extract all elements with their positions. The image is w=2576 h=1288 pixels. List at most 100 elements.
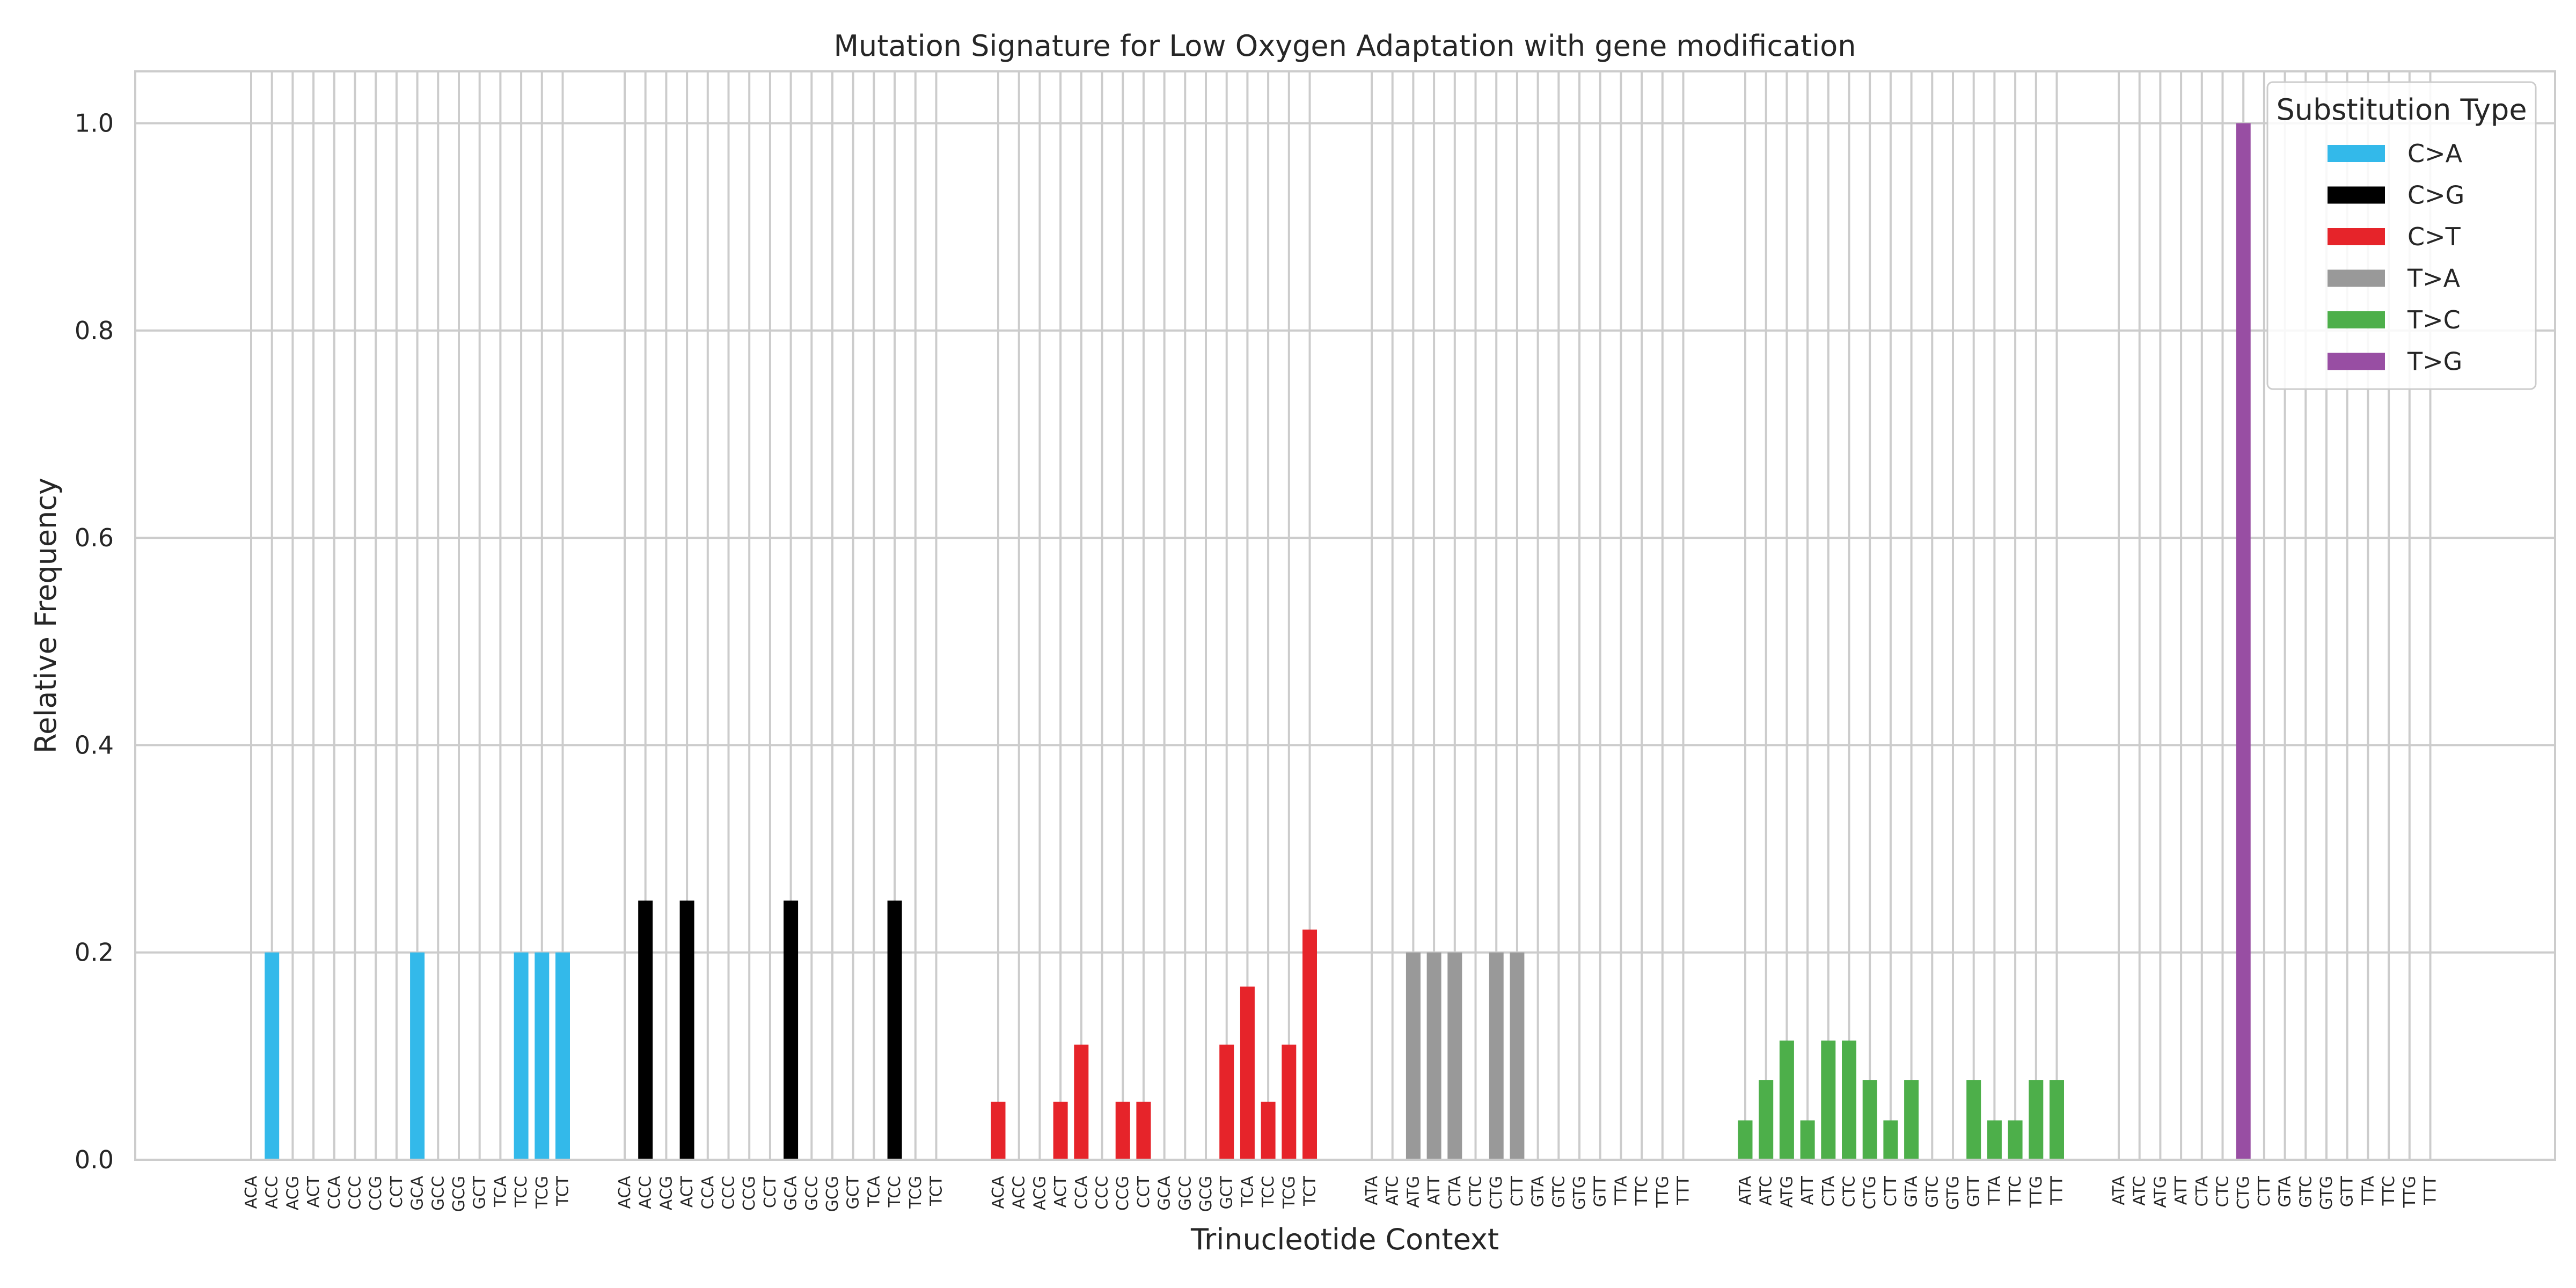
x-tick-label: GCA	[782, 1176, 801, 1211]
x-tick-label: CCT	[1135, 1175, 1153, 1208]
x-tick-label: ACA	[989, 1176, 1008, 1209]
chart-title: Mutation Signature for Low Oxygen Adapta…	[833, 29, 1856, 63]
x-tick-label: GCT	[471, 1175, 489, 1209]
x-tick-label: GCG	[1197, 1176, 1216, 1212]
bar-T-to-C-CTG	[1862, 1080, 1877, 1160]
bar-C-to-G-ACC	[638, 901, 653, 1160]
x-tick-label: CTC	[2214, 1176, 2233, 1207]
x-tick-label: GCA	[1155, 1176, 1174, 1211]
y-axis-label: Relative Frequency	[29, 478, 63, 753]
x-tick-label: CCA	[325, 1176, 344, 1210]
x-tick-label: TCG	[533, 1176, 552, 1209]
x-tick-label: CTT	[1882, 1175, 1900, 1206]
x-tick-label: GTG	[1570, 1176, 1589, 1210]
bar-T-to-C-ATA	[1738, 1120, 1753, 1160]
x-tick-label: GCG	[823, 1176, 842, 1212]
legend-label: T>G	[2407, 347, 2462, 376]
y-axis-ticks: 0.0 0.2 0.4 0.6 0.8 1.0	[75, 109, 114, 1174]
x-tick-label: GTA	[1529, 1176, 1548, 1208]
x-tick-label: ACG	[1030, 1176, 1049, 1210]
bar-C-to-T-CCA	[1074, 1044, 1089, 1160]
x-tick-label: CCC	[346, 1176, 365, 1210]
bar-C-to-T-CCG	[1115, 1101, 1130, 1160]
y-tick-label: 0.6	[75, 523, 114, 552]
x-tick-label: TCT	[1301, 1175, 1320, 1206]
bar-T-to-C-TTT	[2050, 1080, 2064, 1160]
x-tick-label: ATG	[2151, 1176, 2170, 1208]
x-tick-label: TCC	[1259, 1176, 1278, 1208]
bar-T-to-A-ATT	[1426, 952, 1441, 1160]
x-tick-label: ATC	[1757, 1176, 1776, 1206]
x-tick-label: TTT	[2421, 1175, 2440, 1205]
x-tick-label: CTA	[1819, 1176, 1838, 1207]
bar-C-to-T-TCT	[1302, 930, 1317, 1160]
x-tick-label: CCG	[740, 1176, 759, 1211]
x-tick-label: ATT	[1798, 1175, 1817, 1205]
x-tick-label: CTC	[1840, 1176, 1859, 1207]
x-tick-label: GCC	[429, 1176, 448, 1211]
legend-swatch	[2328, 353, 2385, 370]
legend-swatch	[2328, 311, 2385, 328]
x-axis-ticks: ACA ACC ACG ACT CCA CCC CCG CCT GCA GCC GCG GCT TCA T…	[242, 1175, 2440, 1212]
bar-C-to-T-TCG	[1282, 1044, 1297, 1160]
y-tick-label: 0.0	[75, 1145, 114, 1174]
x-tick-label: GCT	[844, 1175, 863, 1209]
x-tick-label: ATA	[2110, 1176, 2128, 1205]
x-tick-label: TTG	[2027, 1176, 2046, 1208]
x-tick-label: ATA	[1736, 1176, 1755, 1205]
legend-box	[2266, 81, 2537, 390]
legend-label: T>C	[2407, 305, 2461, 334]
legend-label: C>A	[2407, 139, 2463, 168]
x-tick-label: TTT	[2048, 1175, 2067, 1205]
y-tick-label: 0.8	[75, 316, 114, 345]
x-tick-label: TCA	[491, 1176, 510, 1208]
x-tick-label: ATG	[1404, 1176, 1423, 1208]
x-tick-label: ATC	[2131, 1176, 2149, 1206]
legend-title: Substitution Type	[2276, 93, 2527, 127]
x-tick-label: CTC	[1467, 1176, 1485, 1207]
bar-layer	[265, 123, 2251, 1160]
x-tick-label: TCC	[885, 1176, 904, 1208]
x-tick-label: TTC	[2006, 1176, 2025, 1206]
x-tick-label: CTG	[2234, 1176, 2253, 1210]
x-tick-label: ACT	[678, 1175, 697, 1208]
bar-T-to-A-CTA	[1447, 952, 1462, 1160]
y-tick-label: 1.0	[75, 109, 114, 138]
x-tick-label: TCA	[1238, 1176, 1257, 1208]
x-tick-label: TCG	[906, 1176, 925, 1209]
legend-label: T>A	[2407, 264, 2461, 293]
x-tick-label: CCC	[1093, 1176, 1112, 1210]
x-tick-label: GTT	[1591, 1175, 1610, 1207]
x-axis-label: Trinucleotide Context	[1190, 1223, 1499, 1256]
x-tick-label: TCT	[927, 1175, 946, 1206]
x-tick-label: CTG	[1487, 1176, 1506, 1210]
x-tick-label: CCA	[699, 1176, 718, 1210]
bar-T-to-A-CTG	[1489, 952, 1504, 1160]
x-tick-label: CTG	[1861, 1176, 1879, 1210]
bar-T-to-C-CTT	[1883, 1120, 1898, 1160]
x-tick-label: CCT	[761, 1175, 780, 1208]
bar-C-to-G-TCC	[887, 901, 902, 1160]
x-tick-label: CCT	[387, 1175, 406, 1208]
x-tick-label: CCC	[720, 1176, 738, 1210]
x-tick-label: GCC	[1176, 1176, 1195, 1211]
x-tick-label: ACA	[242, 1176, 261, 1209]
bar-T-to-C-ATT	[1800, 1120, 1815, 1160]
x-tick-label: ACT	[304, 1175, 323, 1208]
x-tick-label: CTA	[2193, 1176, 2212, 1207]
bar-C-to-T-ACT	[1053, 1101, 1068, 1160]
x-tick-label: ATA	[1363, 1176, 1381, 1205]
x-tick-label: TTA	[2359, 1176, 2377, 1206]
x-tick-label: CCA	[1072, 1176, 1091, 1210]
x-tick-label: GCC	[802, 1176, 821, 1211]
x-tick-label: TCA	[865, 1176, 883, 1208]
x-tick-label: TCT	[554, 1175, 573, 1206]
y-tick-label: 0.4	[75, 730, 114, 759]
bar-T-to-C-CTA	[1821, 1040, 1836, 1160]
x-tick-label: GCA	[408, 1176, 427, 1211]
grid-layer	[135, 71, 2555, 1161]
bar-T-to-A-ATG	[1406, 952, 1421, 1160]
bar-C-to-A-GCA	[410, 952, 425, 1160]
bar-T-to-C-TTC	[2008, 1120, 2023, 1160]
